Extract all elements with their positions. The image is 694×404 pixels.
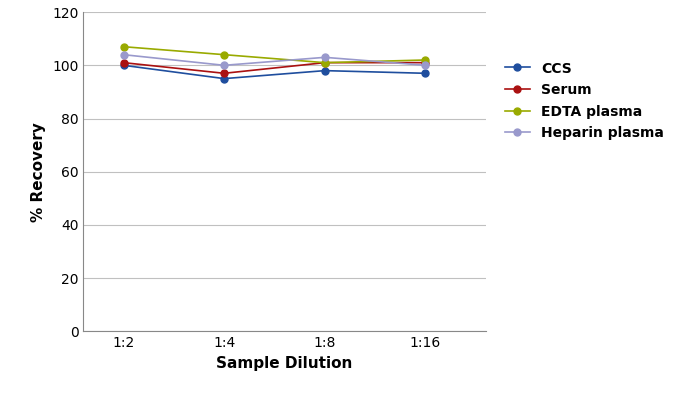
EDTA plasma [321,60,329,65]
Serum [119,60,128,65]
Line: EDTA plasma: EDTA plasma [120,43,429,66]
Line: Heparin plasma: Heparin plasma [120,51,429,69]
CCS [119,63,128,68]
Y-axis label: % Recovery: % Recovery [31,122,46,222]
Serum [421,60,430,65]
Line: CCS: CCS [120,62,429,82]
X-axis label: Sample Dilution: Sample Dilution [217,356,353,371]
CCS [220,76,228,81]
EDTA plasma [119,44,128,49]
Serum [321,60,329,65]
Heparin plasma [421,63,430,68]
CCS [321,68,329,73]
Line: Serum: Serum [120,59,429,77]
Heparin plasma [220,63,228,68]
Serum [220,71,228,76]
Heparin plasma [321,55,329,60]
CCS [421,71,430,76]
Heparin plasma [119,52,128,57]
Legend: CCS, Serum, EDTA plasma, Heparin plasma: CCS, Serum, EDTA plasma, Heparin plasma [501,57,668,145]
EDTA plasma [220,52,228,57]
EDTA plasma [421,58,430,63]
